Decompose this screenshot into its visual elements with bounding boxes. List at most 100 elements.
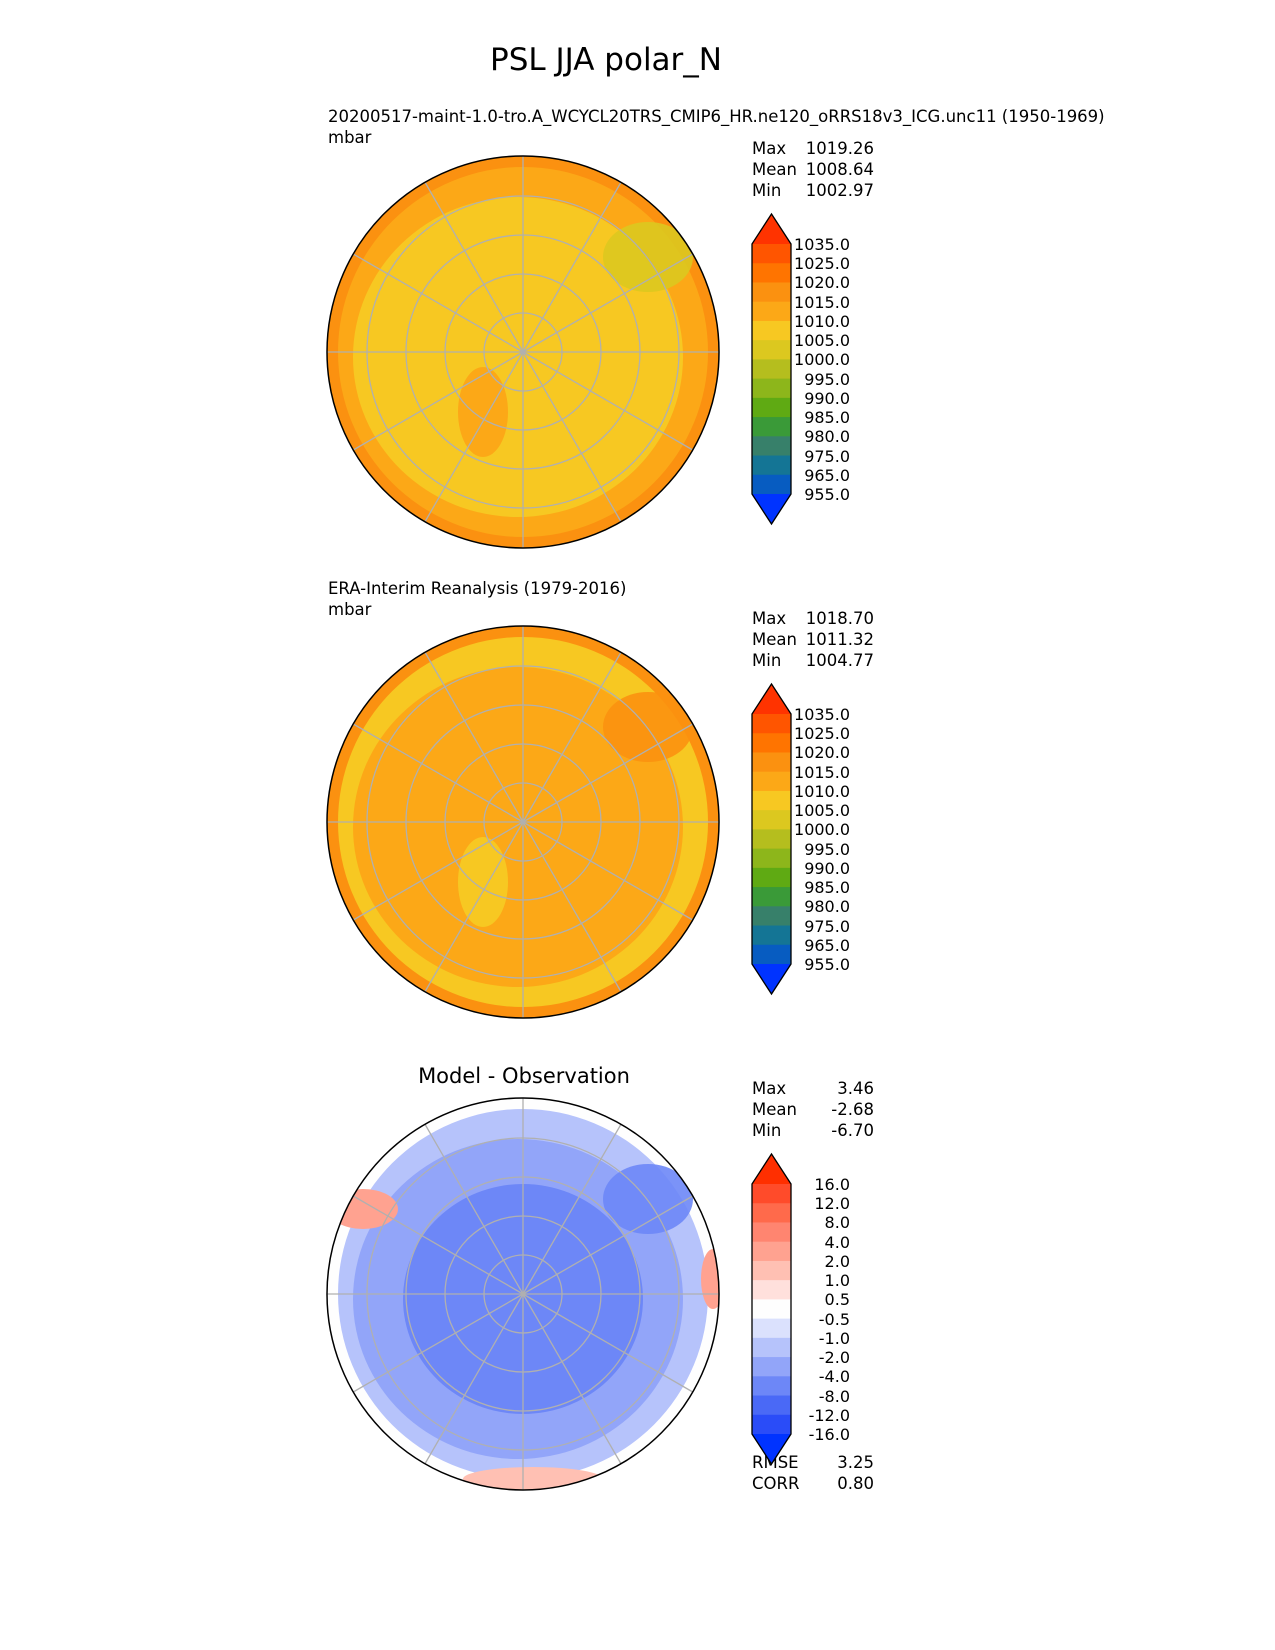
colorbar-tick-label: 975.0 [804, 446, 850, 466]
colorbar-segment [752, 1395, 791, 1416]
colorbar-segment [752, 340, 791, 360]
field-core [353, 197, 683, 517]
colorbar-tick-label: 1000.0 [794, 820, 850, 840]
colorbar-tick-label: -8.0 [818, 1386, 850, 1406]
metric-value: 3.25 [837, 1453, 874, 1472]
colorbar-tick-label: 990.0 [804, 388, 850, 408]
colorbar-tick-label: 985.0 [804, 408, 850, 428]
stat-label: Max [752, 609, 787, 628]
colorbar-outline [751, 682, 792, 996]
longitude-gridline [522, 351, 622, 523]
field-anomaly [603, 222, 693, 292]
colorbar-tick-label: -1.0 [818, 1328, 850, 1348]
colorbar-segment [752, 263, 791, 284]
panel-1-polar-map [326, 155, 720, 549]
longitude-gridline [522, 181, 622, 353]
panel-1-header: 20200517-maint-1.0-tro.A_WCYCL20TRS_CMIP… [328, 106, 1105, 148]
colorbar-extend-min [752, 964, 791, 994]
stat-value: 1002.97 [805, 181, 874, 200]
metric-value: 0.80 [837, 1474, 874, 1493]
longitude-gridline [522, 351, 694, 451]
colorbar-segment [752, 1337, 791, 1358]
colorbar-extend-max [752, 214, 791, 244]
colorbar-segment [752, 417, 791, 437]
longitude-gridline [352, 723, 524, 823]
colorbar-segment [752, 1203, 791, 1224]
field-anomaly [458, 837, 508, 927]
longitude-gridline [424, 181, 524, 353]
panel-3-polar-map [326, 1097, 720, 1491]
metric-label: CORR [752, 1474, 800, 1493]
colorbar-segment [752, 1414, 791, 1435]
colorbar-segment [752, 1241, 791, 1262]
colorbar-tick-label: 1035.0 [794, 235, 850, 254]
colorbar-tick-label: 1000.0 [794, 350, 850, 370]
colorbar-segment [752, 887, 791, 907]
stat-value: 1018.70 [805, 609, 874, 628]
colorbar-segment [752, 1376, 791, 1397]
colorbar-segment [752, 848, 791, 869]
colorbar-tick-label: 1015.0 [794, 762, 850, 782]
colorbar-tick-label: 1020.0 [794, 743, 850, 763]
colorbar-segment [752, 790, 791, 811]
colorbar-tick-label: 16.0 [814, 1175, 850, 1194]
stat-value: 1004.77 [805, 651, 874, 670]
colorbar-tick-label: 1.0 [824, 1271, 850, 1291]
colorbar-segment [752, 829, 791, 850]
stat-value: 1019.26 [805, 139, 874, 158]
colorbar-tick-label: 0.5 [824, 1290, 850, 1310]
panel-3-metrics: RMSE 3.25 CORR 0.80 [752, 1452, 874, 1494]
colorbar-tick-label: 990.0 [804, 858, 850, 878]
colorbar-segment [752, 455, 791, 476]
colorbar-segment [752, 282, 791, 303]
colorbar-segment [752, 925, 791, 946]
longitude-gridline [522, 253, 694, 353]
panel-2-units: mbar [328, 600, 372, 619]
stat-value: -6.70 [831, 1121, 874, 1140]
colorbar-tick-label: 4.0 [824, 1232, 850, 1252]
longitude-gridline [522, 651, 622, 823]
colorbar-extend-min [752, 1434, 791, 1464]
longitude-gridline [424, 1293, 524, 1465]
colorbar-tick-label: 8.0 [824, 1213, 850, 1233]
colorbar-segment [752, 810, 791, 830]
panel-3-colorbar [751, 1152, 792, 1466]
longitude-gridline [522, 723, 694, 823]
colorbar-segment [752, 436, 791, 457]
colorbar-tick-label: 980.0 [804, 897, 850, 917]
colorbar-segment [752, 906, 791, 927]
colorbar-tick-label: -0.5 [818, 1309, 850, 1329]
colorbar-tick-label: 1020.0 [794, 273, 850, 293]
colorbar-tick-label: 965.0 [804, 935, 850, 955]
colorbar-tick-label: 955.0 [804, 955, 850, 974]
panel-1-colorbar [751, 212, 792, 526]
field-core [353, 667, 683, 987]
map-boundary [326, 625, 720, 1019]
panel-2-stats: Max 1018.70 Mean 1011.32 Min 1004.77 [752, 608, 874, 671]
stat-label: Min [752, 1121, 782, 1140]
stat-label: Max [752, 139, 787, 158]
figure-title: PSL JJA polar_N [490, 42, 722, 78]
metric-label: RMSE [752, 1453, 799, 1472]
colorbar-segment [752, 771, 791, 792]
panel-2-polar-map [326, 625, 720, 1019]
colorbar-tick-label: 995.0 [804, 369, 850, 389]
colorbar-tick-label: -12.0 [808, 1405, 850, 1425]
colorbar-tick-label: 12.0 [814, 1194, 850, 1214]
colorbar-extend-max [752, 684, 791, 714]
colorbar-segment [752, 474, 791, 495]
longitude-gridline [522, 1293, 622, 1465]
colorbar-tick-label: 985.0 [804, 878, 850, 898]
colorbar-tick-label: -4.0 [818, 1367, 850, 1387]
colorbar-outline [751, 212, 792, 526]
colorbar-tick-label: 1035.0 [794, 705, 850, 724]
stat-label: Max [752, 1079, 787, 1098]
colorbar-segment [752, 244, 791, 264]
panel-2-header: ERA-Interim Reanalysis (1979-2016) mbar [328, 578, 626, 620]
colorbar-segment [752, 944, 791, 965]
colorbar-segment [752, 867, 791, 888]
colorbar-segment [752, 1318, 791, 1339]
panel-1-subtitle: 20200517-maint-1.0-tro.A_WCYCL20TRS_CMIP… [328, 107, 1105, 126]
longitude-gridline [424, 351, 524, 523]
